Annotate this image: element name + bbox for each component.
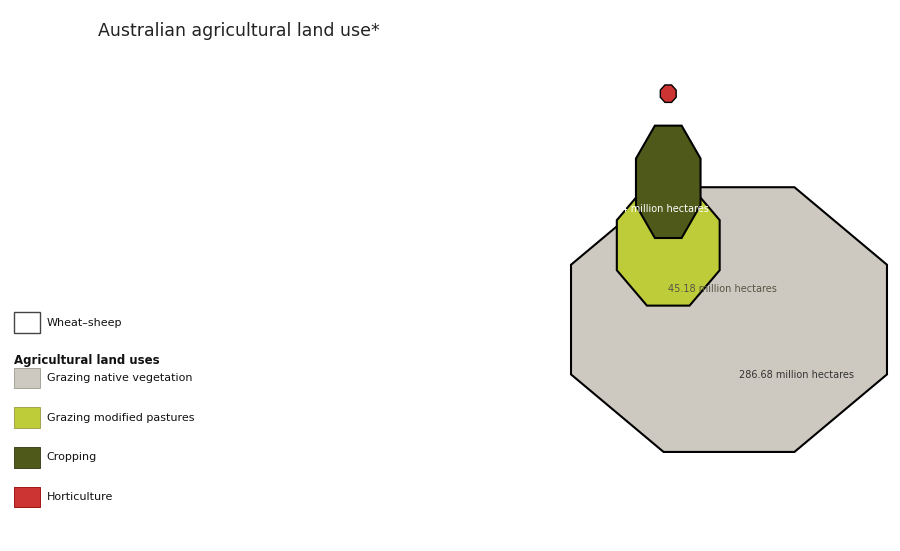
Polygon shape	[661, 85, 676, 102]
Text: 28.34 million hectares: 28.34 million hectares	[600, 204, 709, 214]
FancyBboxPatch shape	[14, 312, 40, 333]
FancyBboxPatch shape	[14, 407, 40, 428]
Text: Horticulture: Horticulture	[47, 492, 113, 502]
Polygon shape	[616, 185, 720, 306]
FancyBboxPatch shape	[14, 487, 40, 507]
Polygon shape	[571, 187, 887, 452]
FancyBboxPatch shape	[14, 368, 40, 388]
Text: 286.68 million hectares: 286.68 million hectares	[739, 370, 854, 380]
Text: Australian agricultural land use*: Australian agricultural land use*	[97, 22, 380, 40]
Text: Grazing modified pastures: Grazing modified pastures	[47, 413, 194, 423]
Text: Grazing native vegetation: Grazing native vegetation	[47, 373, 193, 383]
Text: Cropping: Cropping	[47, 452, 97, 462]
Text: Wheat–sheep: Wheat–sheep	[47, 318, 122, 328]
Polygon shape	[636, 126, 700, 238]
FancyBboxPatch shape	[14, 447, 40, 468]
Text: 45.18 million hectares: 45.18 million hectares	[668, 284, 777, 294]
Text: Agricultural land uses: Agricultural land uses	[14, 354, 159, 368]
